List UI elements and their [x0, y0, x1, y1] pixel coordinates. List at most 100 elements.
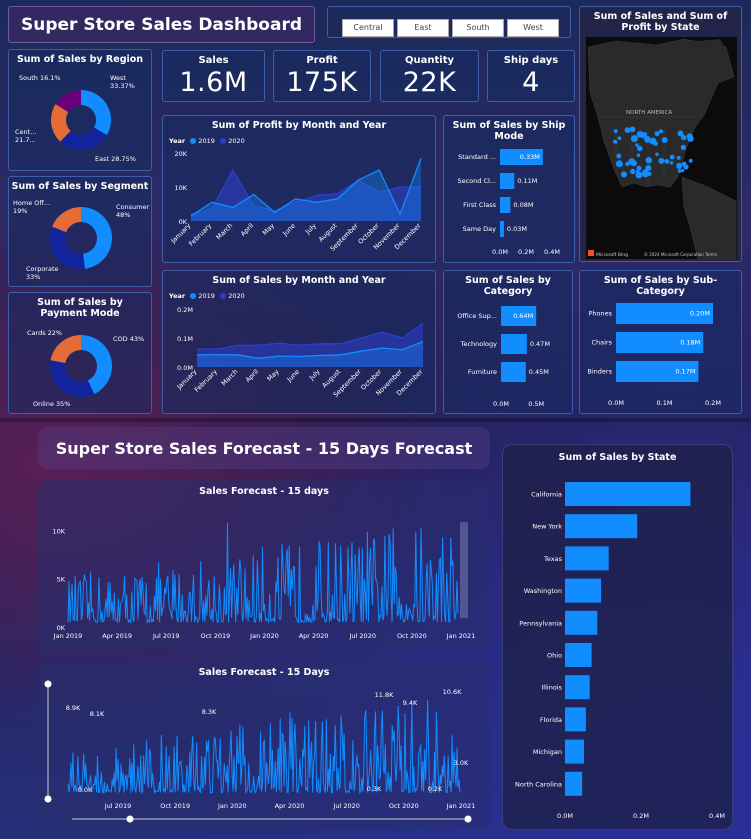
bar-first-class[interactable]: [500, 197, 511, 213]
map-state-dot[interactable]: [613, 129, 618, 134]
segment-donut-panel[interactable]: Sum of Sales by Segment Home Off... 19% …: [8, 176, 152, 287]
forecast1-panel[interactable]: Sales Forecast - 15 days 10K 5K 0K Jan 2019…: [38, 480, 490, 652]
series-line-2019[interactable]: [190, 157, 422, 217]
map-state-dot[interactable]: [661, 137, 668, 143]
map-state-dot[interactable]: [630, 135, 638, 143]
map-state-dot[interactable]: [636, 153, 641, 157]
map-state-dot[interactable]: [649, 137, 657, 145]
payment-donut-chart[interactable]: [9, 293, 153, 415]
donut-slice-cards[interactable]: [50, 335, 81, 364]
map-state-dot[interactable]: [658, 157, 665, 164]
map-state-dot[interactable]: [635, 143, 639, 147]
subcategory-panel[interactable]: Sum of Sales by Sub-Category Phones 0.20M…: [579, 270, 742, 414]
map-state-dot[interactable]: [629, 126, 636, 133]
bar-pennsylvania[interactable]: [565, 610, 598, 635]
donut-slice-consumer[interactable]: [81, 207, 112, 269]
filter-east-button[interactable]: East: [397, 19, 449, 37]
bar-new-york[interactable]: [565, 514, 638, 539]
map-state-dot[interactable]: [617, 136, 622, 141]
region-donut-chart[interactable]: [9, 50, 153, 172]
subcategory-chart[interactable]: Phones 0.20M Chairs 0.18M Binders 0.17M 0.0M 0.…: [580, 271, 743, 415]
forecast-line[interactable]: [67, 699, 461, 795]
bar-standard-[interactable]: [500, 149, 543, 165]
bar-same-day[interactable]: [500, 221, 504, 237]
map-state-dot[interactable]: [654, 131, 660, 137]
bar-furniture[interactable]: [501, 362, 526, 382]
map-state-dot[interactable]: [620, 171, 628, 178]
map-state-dot[interactable]: [636, 165, 642, 171]
map-state-dot[interactable]: [628, 158, 636, 165]
profit-month-panel[interactable]: Sum of Profit by Month and Year Year 201…: [162, 115, 436, 263]
bar-second-cl-[interactable]: [500, 173, 515, 189]
map-state-dot[interactable]: [647, 172, 652, 176]
map-state-dot[interactable]: [676, 162, 683, 169]
forecast2-chart[interactable]: Jul 2019 Oct 2019 Jan 2020 Apr 2020 Jul 2020…: [38, 660, 490, 830]
map-state-dot[interactable]: [645, 157, 653, 164]
filter-west-button[interactable]: West: [507, 19, 559, 37]
bar-binders[interactable]: [616, 361, 699, 382]
donut-slice-west[interactable]: [81, 90, 111, 136]
shipmode-chart[interactable]: Standard ... 0.33M Second Cl... 0.11M First …: [444, 116, 576, 264]
category-panel[interactable]: Sum of Sales by Category Office Sup... 0.…: [443, 270, 573, 414]
region-donut-panel[interactable]: Sum of Sales by Region South 16.1% West …: [8, 49, 152, 171]
map-state-dot[interactable]: [644, 137, 651, 143]
map-state-dot[interactable]: [677, 130, 684, 137]
bar-ohio[interactable]: [565, 643, 592, 667]
shipmode-panel[interactable]: Sum of Sales by Ship Mode Standard ... 0.…: [443, 115, 575, 263]
map-state-dot[interactable]: [630, 168, 636, 175]
map-state-dot[interactable]: [669, 161, 674, 165]
map-state-dot[interactable]: [683, 164, 689, 170]
map-state-dot[interactable]: [615, 160, 623, 168]
series-line-2019[interactable]: [197, 340, 424, 359]
map-state-dot[interactable]: [664, 159, 670, 164]
segment-donut-chart[interactable]: [9, 177, 153, 288]
map-state-dot[interactable]: [636, 145, 643, 152]
bar-washington[interactable]: [565, 578, 602, 603]
bar-illinois[interactable]: [565, 675, 590, 700]
payment-donut-panel[interactable]: Sum of Sales by Payment Mode Cards 22% C…: [8, 292, 152, 414]
donut-slice-online[interactable]: [50, 360, 95, 397]
bar-michigan[interactable]: [565, 739, 584, 764]
map-state-dot[interactable]: [677, 169, 682, 173]
series-line-2020[interactable]: [197, 322, 424, 350]
map-state-dot[interactable]: [642, 132, 648, 137]
bar-technology[interactable]: [501, 334, 527, 354]
map-state-dot[interactable]: [688, 158, 693, 163]
map-state-dot[interactable]: [669, 154, 675, 160]
bar-florida[interactable]: [565, 707, 586, 732]
map-state-dot[interactable]: [676, 155, 681, 160]
map-panel[interactable]: Sum of Sales and Sum of Profit by State …: [579, 6, 742, 262]
series-line-2020[interactable]: [190, 168, 421, 215]
filter-south-button[interactable]: South: [452, 19, 504, 37]
map-canvas[interactable]: NORTH AMERICA Microsoft Bing © 2024 Micr…: [586, 37, 737, 259]
map-state-dot[interactable]: [645, 165, 652, 172]
bar-texas[interactable]: [565, 546, 609, 571]
map-state-dot[interactable]: [680, 144, 686, 150]
donut-slice-home-office[interactable]: [52, 207, 81, 233]
map-state-dot[interactable]: [681, 168, 685, 173]
forecast2-hzoom-handle-left[interactable]: [126, 815, 134, 823]
donut-slice-corporate[interactable]: [49, 226, 85, 269]
category-chart[interactable]: Office Sup... 0.64M Technology 0.47M Furnitu…: [444, 271, 574, 415]
bar-office-sup-[interactable]: [501, 306, 537, 326]
donut-slice-south[interactable]: [55, 90, 81, 113]
forecast-line[interactable]: [67, 522, 459, 625]
forecast2-vzoom-handle-bottom[interactable]: [44, 795, 52, 803]
map-state-dot[interactable]: [681, 134, 687, 141]
map-state-dot[interactable]: [642, 170, 649, 178]
forecast2-panel[interactable]: Sales Forecast - 15 Days Jul 2019 Oct 201…: [38, 660, 490, 830]
map-state-dot[interactable]: [613, 139, 617, 144]
state-panel[interactable]: Sum of Sales by State California New York…: [502, 444, 733, 830]
bar-phones[interactable]: [616, 303, 713, 324]
map-state-dot[interactable]: [624, 127, 631, 133]
bar-chairs[interactable]: [616, 332, 704, 353]
map-state-dot[interactable]: [616, 153, 622, 159]
forecast2-vzoom-handle-top[interactable]: [44, 680, 52, 688]
map-state-dot[interactable]: [635, 171, 643, 179]
donut-slice-east[interactable]: [60, 127, 107, 150]
bar-california[interactable]: [565, 482, 691, 506]
map-state-dot[interactable]: [655, 152, 659, 157]
